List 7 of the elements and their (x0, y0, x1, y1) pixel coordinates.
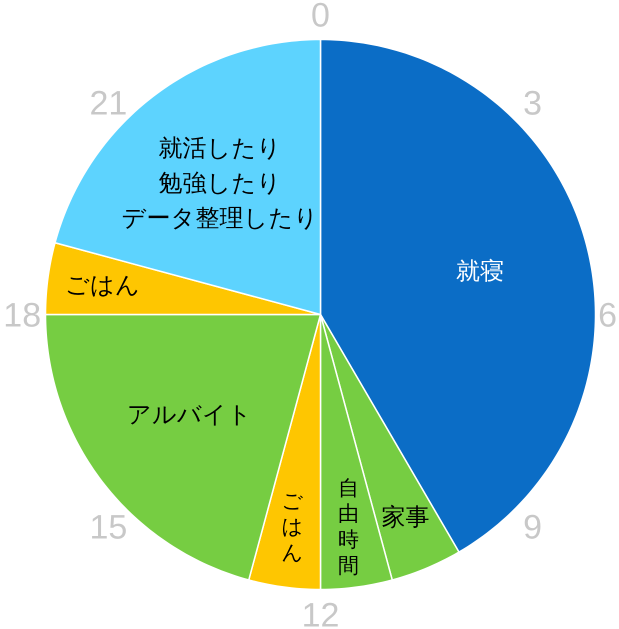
slice-label: アルバイト (126, 401, 252, 428)
slice-label: 家事 (381, 504, 430, 531)
slice-label: ごはん (64, 272, 140, 300)
slice-label: ごはん (281, 490, 304, 564)
slice-label: 自由時間 (338, 476, 360, 578)
slice-label: 就寝 (456, 258, 504, 285)
slice-label: 就活したり勉強したりデータ整理したり (122, 134, 319, 232)
